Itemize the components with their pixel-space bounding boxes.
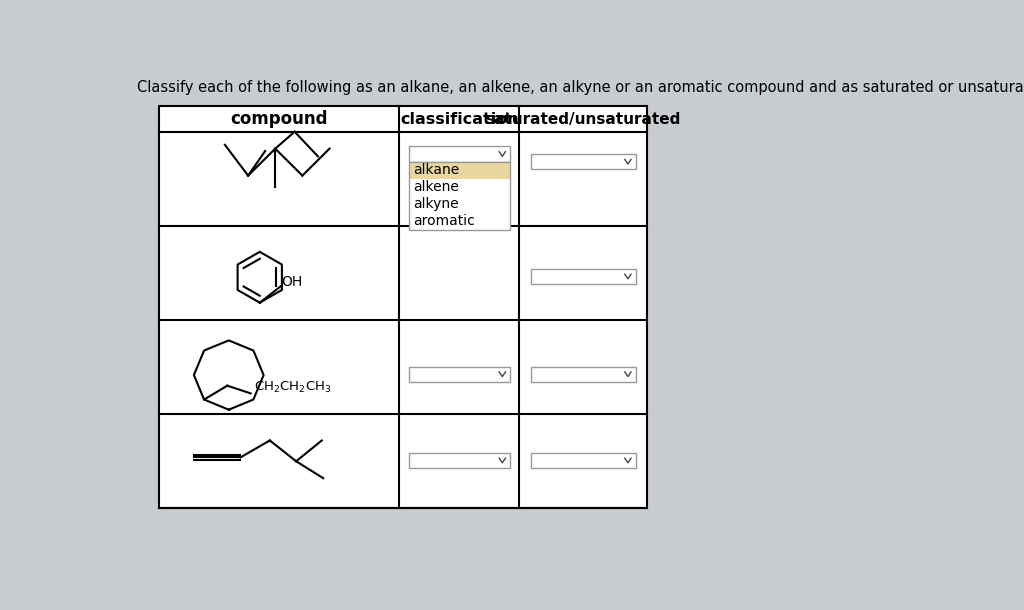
Text: compound: compound xyxy=(230,110,328,128)
Text: aromatic: aromatic xyxy=(414,214,475,228)
Text: $\mathregular{CH_2CH_2CH_3}$: $\mathregular{CH_2CH_2CH_3}$ xyxy=(255,379,332,395)
Bar xyxy=(531,367,636,382)
Text: Classify each of the following as an alkane, an alkene, an alkyne or an aromatic: Classify each of the following as an alk… xyxy=(137,79,1024,95)
Bar xyxy=(159,106,647,508)
Text: classification: classification xyxy=(400,112,519,126)
Bar xyxy=(531,154,636,170)
Text: alkene: alkene xyxy=(414,180,459,194)
Bar xyxy=(409,146,510,162)
Text: alkyne: alkyne xyxy=(414,197,459,211)
Text: alkane: alkane xyxy=(414,163,460,178)
Bar xyxy=(531,453,636,468)
Text: OH: OH xyxy=(282,275,303,289)
Bar xyxy=(409,367,510,382)
Bar xyxy=(409,179,510,229)
Text: saturated/unsaturated: saturated/unsaturated xyxy=(485,112,681,126)
Bar xyxy=(409,162,510,229)
Bar xyxy=(531,269,636,284)
Bar xyxy=(409,453,510,468)
Bar xyxy=(409,162,510,179)
